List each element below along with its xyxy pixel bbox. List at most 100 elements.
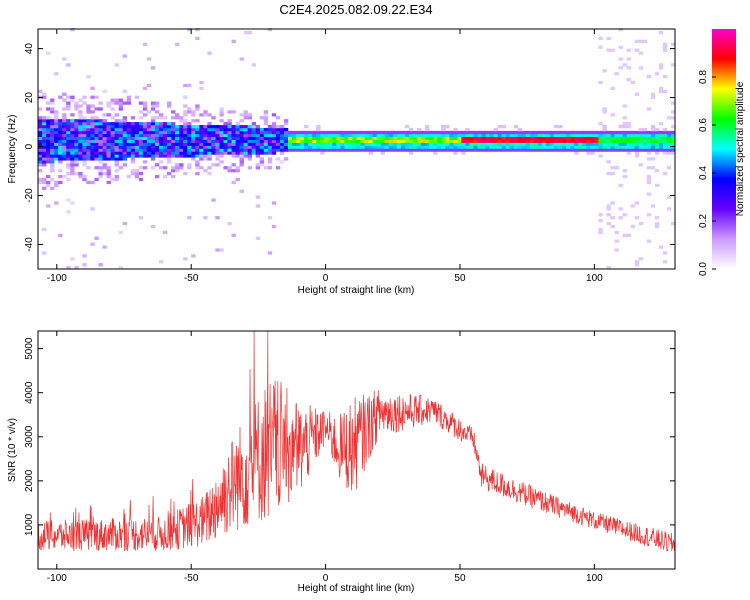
- heatmap-cell: [533, 142, 539, 146]
- heatmap-cell: [106, 154, 111, 158]
- heatmap-cell: [356, 139, 361, 143]
- heatmap-cell: [74, 148, 79, 152]
- heatmap-cell: [449, 142, 454, 146]
- heatmap-cell: [255, 136, 261, 140]
- heatmap-cell: [183, 257, 188, 261]
- heatmap-cell: [102, 136, 107, 140]
- heatmap-cell: [195, 154, 200, 158]
- heatmap-cell: [66, 130, 71, 135]
- heatmap-cell: [662, 48, 668, 52]
- heatmap-cell: [215, 157, 220, 161]
- heatmap-cell: [606, 136, 611, 140]
- heatmap-cell: [239, 154, 244, 158]
- heatmap-cell: [521, 145, 527, 149]
- heatmap-cell: [158, 154, 164, 158]
- heatmap-cell: [662, 89, 668, 93]
- heatmap-cell: [618, 125, 623, 129]
- heatmap-cell: [150, 166, 156, 170]
- heatmap-cell: [654, 148, 660, 152]
- heatmap-cell: [90, 139, 95, 143]
- heatmap-cell: [662, 139, 668, 143]
- heatmap-cell: [118, 151, 123, 155]
- heatmap-cell: [493, 148, 498, 152]
- heatmap-cell: [70, 130, 75, 135]
- heatmap-cell: [211, 148, 216, 152]
- heatmap-cell: [114, 133, 119, 138]
- heatmap-cell: [283, 130, 289, 135]
- heatmap-cell: [368, 142, 373, 146]
- heatmap-cell: [98, 136, 103, 140]
- heatmap-cell: [638, 127, 644, 132]
- heatmap-cell: [594, 148, 599, 152]
- heatmap-cell: [54, 148, 59, 152]
- heatmap-cell: [509, 142, 515, 146]
- heatmap-cell: [82, 116, 87, 120]
- heatmap-cell: [114, 136, 119, 140]
- heatmap-cell: [614, 136, 619, 140]
- heatmap-cell: [300, 142, 305, 146]
- heatmap-cell: [207, 51, 212, 55]
- heatmap-cell: [231, 136, 236, 140]
- heatmap-cell: [142, 127, 148, 132]
- heatmap-cell: [461, 130, 466, 135]
- heatmap-cell: [122, 127, 127, 132]
- heatmap-cell: [118, 136, 123, 140]
- heatmap-cell: [162, 142, 168, 146]
- heatmap-cell: [275, 145, 281, 149]
- heatmap-cell: [239, 136, 244, 140]
- heatmap-cell: [634, 39, 640, 44]
- heatmap-cell: [243, 139, 248, 143]
- heatmap-cell: [114, 142, 119, 146]
- heatmap-cell: [622, 233, 627, 237]
- heatmap-cell: [46, 101, 51, 105]
- heatmap-cell: [158, 125, 164, 129]
- heatmap-cell: [134, 169, 140, 173]
- heatmap-cell: [187, 151, 192, 155]
- heatmap-cell: [263, 116, 269, 120]
- heatmap-cell: [154, 110, 160, 114]
- heatmap-cell: [82, 101, 87, 105]
- heatmap-cell: [74, 163, 79, 167]
- heatmap-cell: [247, 157, 252, 161]
- heatmap-cell: [582, 136, 587, 140]
- heatmap-cell: [82, 130, 87, 135]
- heatmap-cell: [126, 145, 132, 149]
- heatmap-cell: [404, 136, 410, 140]
- heatmap-cell: [324, 142, 329, 146]
- heatmap-cell: [138, 139, 144, 143]
- heatmap-cell: [606, 172, 611, 176]
- heatmap-cell: [78, 110, 83, 114]
- heatmap-cell: [70, 163, 75, 167]
- heatmap-cell: [630, 139, 635, 143]
- heatmap-cell: [251, 142, 257, 146]
- heatmap-cell: [433, 133, 438, 138]
- heatmap-cell: [251, 145, 257, 149]
- heatmap-cell: [138, 133, 144, 138]
- heatmap-cell: [404, 139, 410, 143]
- heatmap-cell: [94, 130, 99, 135]
- heatmap-cell: [505, 133, 511, 138]
- heatmap-cell: [267, 160, 273, 164]
- heatmap-cell: [203, 136, 208, 140]
- heatmap-cell: [183, 130, 188, 135]
- heatmap-cell: [638, 257, 644, 261]
- heatmap-cell: [586, 139, 591, 143]
- heatmap-cell: [670, 221, 676, 226]
- heatmap-cell: [316, 139, 321, 143]
- heatmap-cell: [46, 160, 51, 164]
- heatmap-cell: [54, 110, 59, 114]
- heatmap-cell: [98, 151, 103, 155]
- heatmap-cell: [46, 154, 51, 158]
- heatmap-cell: [445, 133, 450, 138]
- heatmap-cell: [50, 160, 55, 164]
- heatmap-cell: [38, 119, 43, 123]
- heatmap-cell: [634, 151, 640, 155]
- heatmap-cell: [74, 160, 79, 164]
- heatmap-cell: [102, 122, 107, 126]
- heatmap-cell: [70, 142, 75, 146]
- heatmap-cell: [191, 254, 196, 258]
- heatmap-cell: [638, 66, 644, 70]
- heatmap-cell: [658, 89, 664, 93]
- heatmap-cell: [195, 148, 200, 152]
- heatmap-cell: [122, 136, 127, 140]
